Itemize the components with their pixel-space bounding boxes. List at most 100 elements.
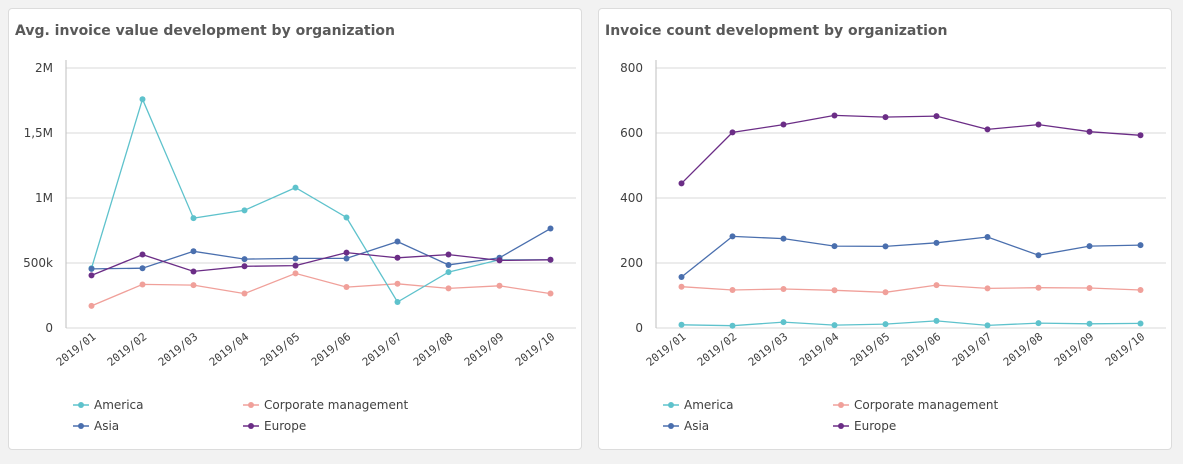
- data-point-asia[interactable]: [394, 238, 401, 245]
- data-point-europe[interactable]: [678, 180, 685, 187]
- legend-item-america[interactable]: America: [73, 398, 144, 412]
- data-point-america[interactable]: [343, 214, 350, 221]
- chart-title: Invoice count development by organizatio…: [605, 23, 948, 39]
- data-point-asia[interactable]: [882, 243, 889, 250]
- series-line-europe[interactable]: [91, 251, 551, 277]
- data-point-asia[interactable]: [241, 256, 248, 263]
- data-point-corporate-management[interactable]: [831, 287, 838, 294]
- data-point-europe[interactable]: [88, 272, 95, 279]
- data-point-asia[interactable]: [88, 265, 95, 272]
- data-point-asia[interactable]: [780, 235, 787, 242]
- data-point-europe[interactable]: [933, 113, 940, 120]
- data-point-asia[interactable]: [933, 239, 940, 246]
- data-point-europe[interactable]: [1035, 121, 1042, 128]
- data-point-corporate-management[interactable]: [1086, 285, 1093, 292]
- x-tick-label: 2019/05: [258, 330, 303, 369]
- data-point-corporate-management[interactable]: [882, 289, 889, 296]
- data-point-corporate-management[interactable]: [394, 280, 401, 287]
- data-point-asia[interactable]: [1035, 252, 1042, 259]
- data-point-corporate-management[interactable]: [190, 282, 197, 289]
- data-point-corporate-management[interactable]: [678, 283, 685, 290]
- data-point-corporate-management[interactable]: [241, 290, 248, 297]
- legend-item-europe[interactable]: Europe: [833, 419, 896, 433]
- data-point-america[interactable]: [831, 322, 838, 329]
- data-point-asia[interactable]: [1086, 243, 1093, 250]
- data-point-europe[interactable]: [729, 129, 736, 136]
- x-tick-label: 2019/01: [54, 330, 99, 369]
- data-point-europe[interactable]: [831, 112, 838, 119]
- data-point-corporate-management[interactable]: [496, 282, 503, 289]
- data-point-america[interactable]: [1086, 320, 1093, 327]
- data-point-europe[interactable]: [496, 257, 503, 264]
- data-point-corporate-management[interactable]: [780, 286, 787, 292]
- data-point-europe[interactable]: [394, 254, 401, 261]
- data-point-america[interactable]: [1137, 320, 1144, 327]
- series-line-asia[interactable]: [91, 228, 551, 270]
- data-point-corporate-management[interactable]: [88, 302, 95, 309]
- data-point-corporate-management[interactable]: [139, 281, 146, 288]
- data-point-america[interactable]: [394, 299, 401, 305]
- data-point-asia[interactable]: [190, 248, 197, 255]
- data-point-america[interactable]: [1035, 320, 1042, 327]
- legend-item-america[interactable]: America: [663, 398, 734, 412]
- data-point-corporate-management[interactable]: [445, 285, 452, 292]
- data-point-america[interactable]: [292, 184, 299, 191]
- data-point-corporate-management[interactable]: [292, 270, 299, 277]
- legend-item-europe[interactable]: Europe: [243, 419, 306, 433]
- data-point-corporate-management[interactable]: [984, 285, 991, 292]
- data-point-europe[interactable]: [241, 263, 248, 270]
- series-line-america[interactable]: [90, 97, 551, 303]
- data-point-europe[interactable]: [343, 249, 350, 256]
- data-point-asia[interactable]: [729, 233, 736, 240]
- data-point-america[interactable]: [139, 96, 146, 103]
- data-point-america[interactable]: [882, 321, 889, 328]
- data-point-america[interactable]: [241, 207, 248, 214]
- data-point-america[interactable]: [984, 322, 991, 329]
- data-point-europe[interactable]: [547, 256, 554, 263]
- data-point-asia[interactable]: [831, 243, 838, 250]
- data-point-corporate-management[interactable]: [933, 282, 940, 289]
- series-line-asia[interactable]: [681, 235, 1141, 278]
- series-line-corporate-management[interactable]: [91, 272, 551, 307]
- data-point-europe[interactable]: [190, 268, 197, 275]
- data-point-europe[interactable]: [984, 126, 991, 133]
- data-point-europe[interactable]: [1137, 132, 1144, 139]
- legend-label: Europe: [854, 419, 896, 433]
- y-tick-label: 500k: [23, 256, 53, 270]
- data-point-asia[interactable]: [547, 225, 554, 232]
- legend-item-asia[interactable]: Asia: [73, 419, 119, 433]
- legend-item-corporate-management[interactable]: Corporate management: [833, 398, 998, 412]
- data-point-asia[interactable]: [445, 261, 452, 268]
- data-point-europe[interactable]: [1086, 128, 1093, 135]
- data-point-asia[interactable]: [292, 255, 299, 262]
- data-point-asia[interactable]: [678, 273, 685, 280]
- legend-item-asia[interactable]: Asia: [663, 419, 709, 433]
- data-point-asia[interactable]: [984, 234, 991, 240]
- data-point-america[interactable]: [780, 319, 787, 326]
- data-point-europe[interactable]: [445, 251, 452, 258]
- data-point-america[interactable]: [678, 321, 685, 328]
- data-point-america[interactable]: [933, 317, 940, 324]
- series-line-europe[interactable]: [681, 114, 1141, 184]
- data-point-corporate-management[interactable]: [729, 286, 736, 293]
- data-point-europe[interactable]: [139, 251, 146, 258]
- series-line-corporate-management[interactable]: [681, 284, 1141, 293]
- data-point-europe[interactable]: [882, 114, 889, 121]
- legend-item-corporate-management[interactable]: Corporate management: [243, 398, 408, 412]
- data-point-asia[interactable]: [343, 255, 350, 262]
- data-point-corporate-management[interactable]: [343, 284, 350, 291]
- data-point-asia[interactable]: [1137, 242, 1144, 249]
- data-point-america[interactable]: [445, 269, 452, 276]
- data-point-corporate-management[interactable]: [1035, 284, 1042, 291]
- data-point-europe[interactable]: [292, 262, 299, 269]
- data-point-corporate-management[interactable]: [547, 290, 554, 297]
- series-line-america[interactable]: [681, 320, 1141, 327]
- data-point-asia[interactable]: [139, 265, 146, 272]
- data-point-corporate-management[interactable]: [1137, 286, 1144, 293]
- data-point-europe[interactable]: [780, 121, 787, 128]
- data-point-america[interactable]: [190, 215, 197, 222]
- avg-invoice-value-panel: Avg. invoice value development by organi…: [8, 8, 582, 450]
- data-point-america[interactable]: [729, 322, 736, 329]
